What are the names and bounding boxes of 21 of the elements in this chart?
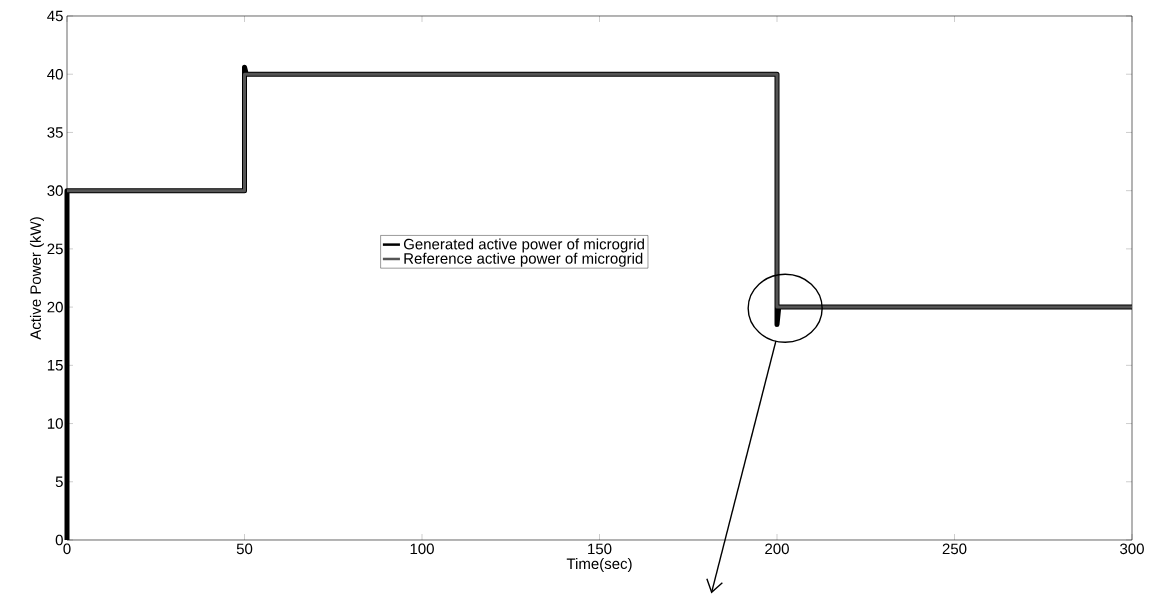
legend-label: Reference active power of microgrid — [404, 252, 643, 267]
x-tick-label: 250 — [942, 543, 967, 555]
legend-label: Generated active power of microgrid — [403, 238, 644, 253]
x-axis-title: Time(sec) — [566, 558, 632, 572]
x-tick-label: 300 — [1120, 543, 1144, 555]
y-tick-label: 20 — [47, 301, 63, 313]
y-tick-label: 45 — [47, 10, 63, 22]
y-tick-label: 35 — [47, 127, 63, 138]
x-tick-label: 50 — [236, 543, 253, 555]
x-tick-label: 150 — [588, 543, 612, 555]
y-tick-label: 15 — [47, 360, 63, 371]
y-tick-label: 30 — [47, 185, 63, 196]
y-axis-title: Active Power (kW) — [29, 217, 44, 340]
x-tick-label: 200 — [765, 543, 789, 555]
x-tick-label: 100 — [410, 543, 434, 555]
y-tick-label: 25 — [47, 243, 63, 255]
x-tick-label: 0 — [63, 543, 71, 555]
y-tick-label: 10 — [47, 418, 63, 429]
y-tick-label: 5 — [55, 476, 63, 487]
y-tick-label: 0 — [55, 534, 63, 546]
y-tick-label: 40 — [47, 68, 63, 80]
